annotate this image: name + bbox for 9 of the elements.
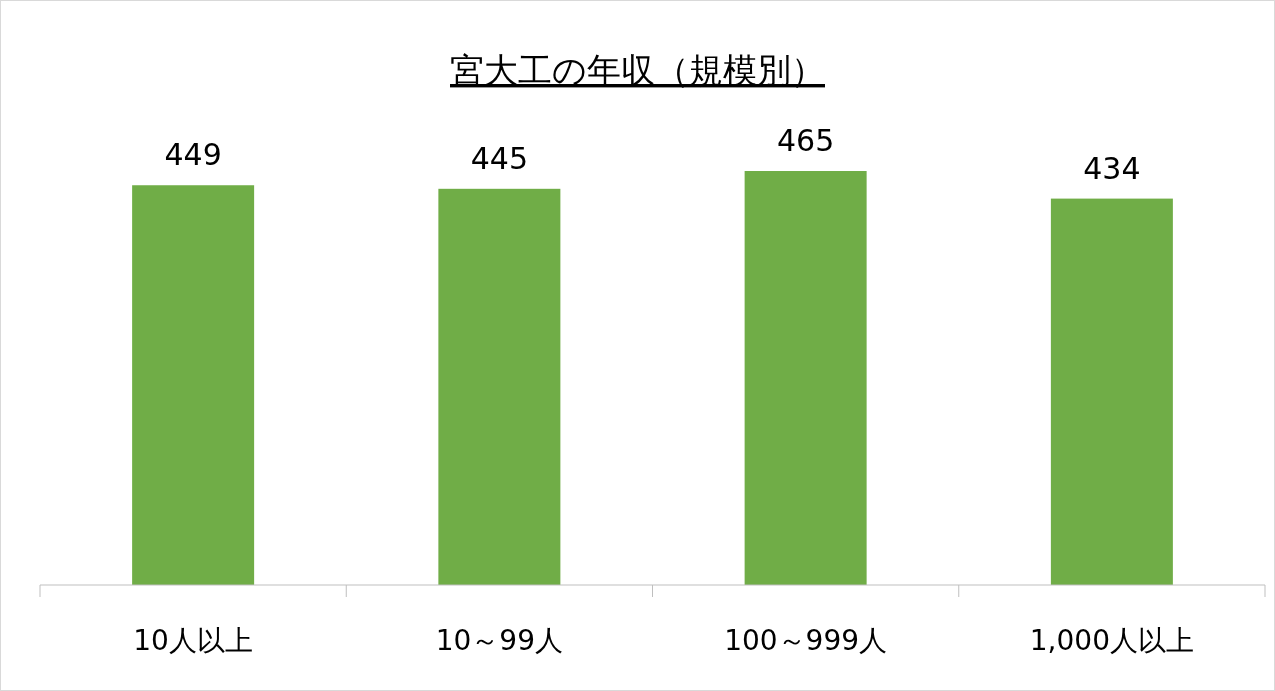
x-tick-label: 10人以上 [133,624,253,657]
data-label: 465 [776,123,835,158]
x-tick-label: 1,000人以上 [1029,624,1194,657]
data-label: 445 [470,140,529,176]
x-tick-label: 10～99人 [435,624,564,657]
data-label: 449 [164,137,222,173]
data-label: 434 [1083,150,1141,186]
chart-title: 宮大工の年収（規模別） [450,50,825,90]
x-tick-label: 100～999人 [724,624,888,657]
